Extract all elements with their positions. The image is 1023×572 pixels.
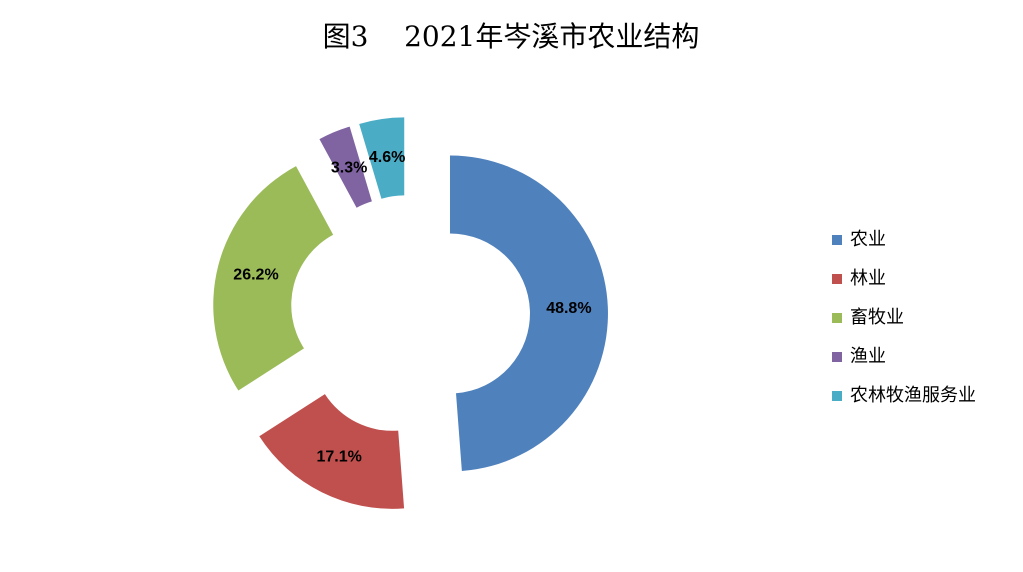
- data-label: 4.6%: [369, 149, 405, 166]
- legend-swatch: [832, 235, 842, 245]
- legend-label: 渔业: [850, 346, 886, 367]
- data-label: 17.1%: [316, 449, 361, 466]
- donut-slice: [319, 126, 372, 208]
- chart-title: 图3 2021年岑溪市农业结构: [323, 20, 700, 53]
- legend-label: 农林牧渔服务业: [850, 385, 976, 406]
- data-label: 48.8%: [546, 300, 591, 317]
- donut-slice: [449, 155, 608, 472]
- donut-slice: [213, 166, 334, 391]
- legend-swatch: [832, 391, 842, 401]
- donut-slice: [259, 394, 405, 509]
- data-label: 26.2%: [233, 267, 278, 284]
- legend-swatch: [832, 274, 842, 284]
- legend-swatch: [832, 313, 842, 323]
- legend-label: 畜牧业: [850, 307, 904, 328]
- legend-label: 林业: [850, 268, 886, 289]
- legend-label: 农业: [850, 229, 886, 250]
- data-label: 3.3%: [331, 159, 367, 176]
- donut-slice: [359, 117, 405, 199]
- legend-swatch: [832, 352, 842, 362]
